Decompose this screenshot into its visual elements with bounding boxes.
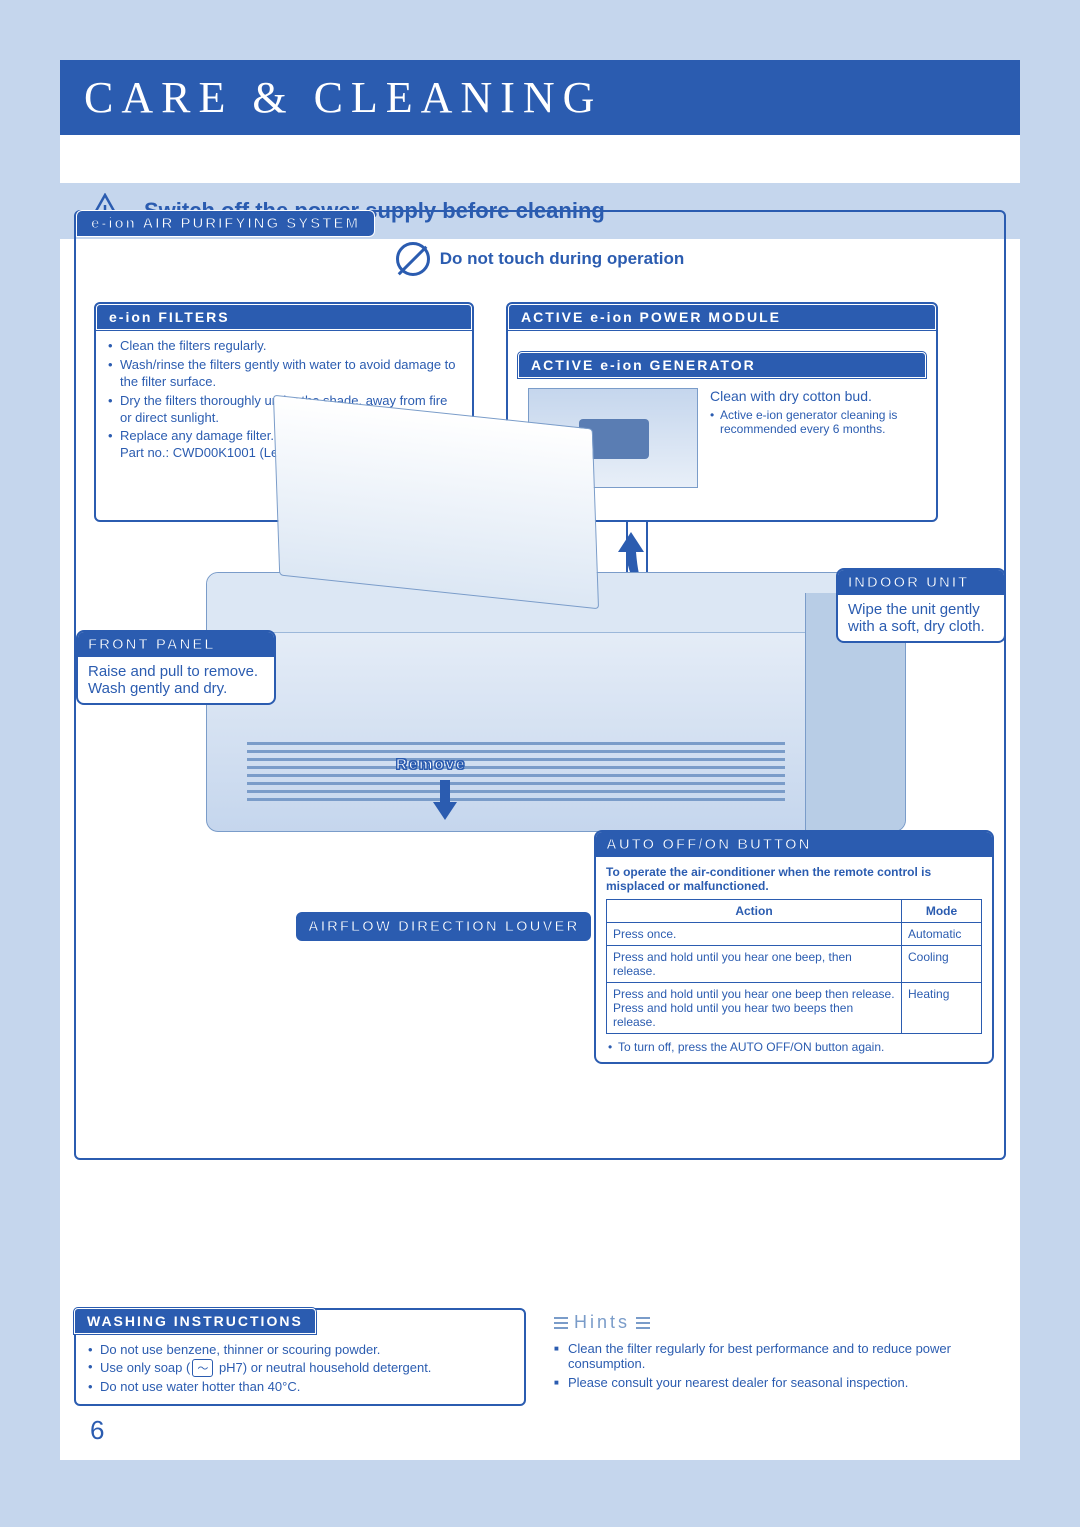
filters-tab: e-ion FILTERS [96,304,472,330]
remove-label: Remove [396,756,466,773]
indoor-unit-callout: INDOOR UNIT Wipe the unit gently with a … [836,568,1006,643]
list-item: Use only soap (～ pH7) or neutral househo… [88,1359,512,1377]
table-row: Press once.Automatic [607,923,982,946]
generator-lead: Clean with dry cotton bud. [710,388,916,404]
generator-tab: ACTIVE e-ion GENERATOR [518,352,926,378]
list-item: Do not use benzene, thinner or scouring … [88,1342,512,1357]
purifying-system-box: e-ion AIR PURIFYING SYSTEM Do not touch … [74,210,1006,1160]
modes-table: Action Mode Press once.Automatic Press a… [606,899,982,1034]
filter-flap-illustration [273,395,599,610]
auto-lead: To operate the air-conditioner when the … [606,865,982,893]
auto-button-tab: AUTO OFF/ON BUTTON [606,836,811,853]
list-item: Clean the filters regularly. [108,338,460,355]
manual-page: CARE & CLEANING Switch off the power sup… [60,60,1020,1460]
auto-button-panel: AUTO OFF/ON BUTTON To operate the air-co… [594,830,994,1064]
ac-unit-illustration [206,572,906,832]
list-item: Wash/rinse the filters gently with water… [108,357,460,391]
list-item: Clean the filter regularly for best perf… [554,1341,1002,1371]
indoor-unit-text: Wipe the unit gently with a soft, dry cl… [838,595,1004,641]
arrow-down-icon [431,780,459,825]
hints-title: Hints [554,1312,1002,1333]
list-item: Do not use water hotter than 40°C. [88,1379,512,1394]
list-item: Please consult your nearest dealer for s… [554,1375,1002,1390]
auto-foot-note: To turn off, press the AUTO OFF/ON butto… [606,1040,982,1054]
airflow-louver-label: AIRFLOW DIRECTION LOUVER [296,912,591,941]
page-title: CARE & CLEANING [60,60,1020,135]
do-not-touch-text: Do not touch during operation [440,249,685,269]
indoor-unit-tab: INDOOR UNIT [848,574,969,591]
do-not-touch-row: Do not touch during operation [76,242,1004,276]
generator-note: Active e-ion generator cleaning is recom… [710,408,916,436]
hints-panel: Hints Clean the filter regularly for bes… [550,1308,1006,1406]
page-number: 6 [90,1415,104,1446]
front-panel-tab: FRONT PANEL [88,636,216,653]
bottom-row: WASHING INSTRUCTIONS Do not use benzene,… [74,1308,1006,1406]
power-module-tab: ACTIVE e-ion POWER MODULE [508,304,936,330]
purifying-system-tab: e-ion AIR PURIFYING SYSTEM [76,210,375,237]
table-row: Press and hold until you hear one beep t… [607,983,982,1034]
front-panel-callout: FRONT PANEL Raise and pull to remove. Wa… [76,630,276,705]
prohibit-icon [396,242,430,276]
washing-panel: WASHING INSTRUCTIONS Do not use benzene,… [74,1308,526,1406]
table-header-action: Action [607,900,902,923]
table-row: Press and hold until you hear one beep, … [607,946,982,983]
washing-tab: WASHING INSTRUCTIONS [74,1308,316,1334]
table-header-mode: Mode [902,900,982,923]
ph7-icon: ～ [192,1359,213,1377]
front-panel-text: Raise and pull to remove. Wash gently an… [78,657,274,703]
